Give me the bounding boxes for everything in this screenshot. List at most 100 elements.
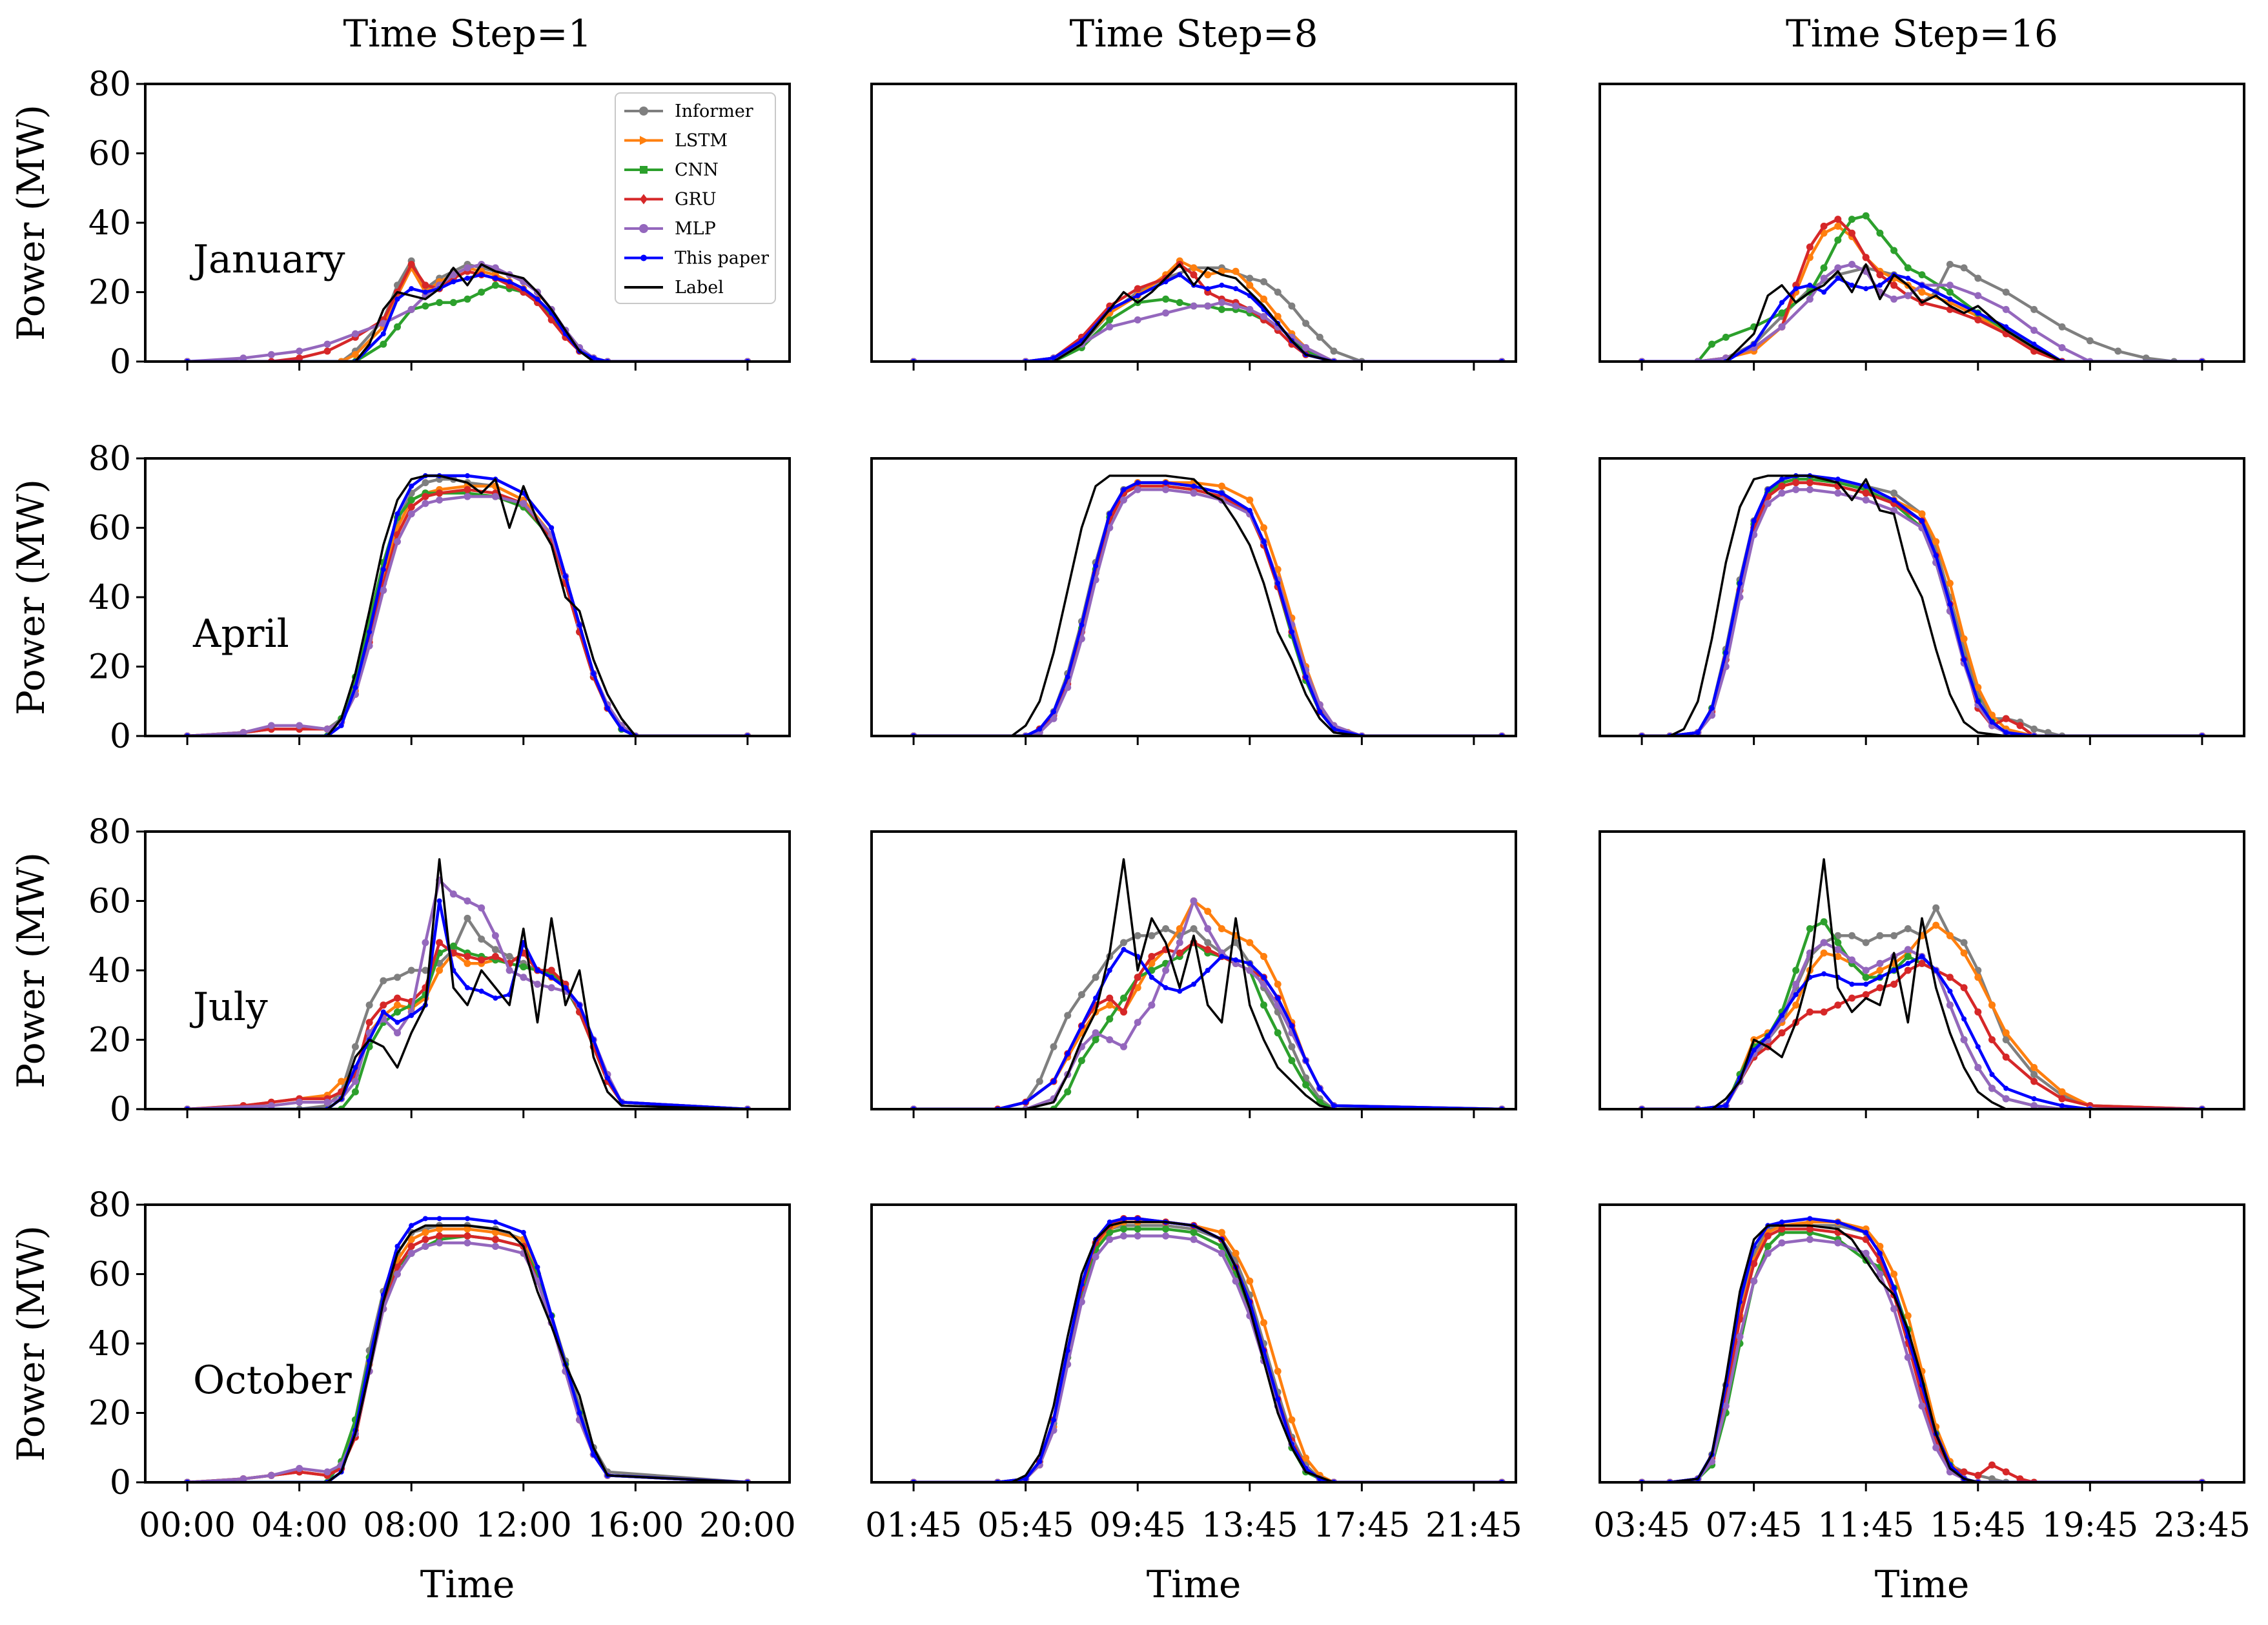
data-point — [1121, 487, 1127, 493]
legend-label: Informer — [675, 101, 753, 121]
data-point — [1723, 1103, 1729, 1109]
data-point — [1330, 347, 1338, 355]
legend-item: This paper — [624, 249, 769, 269]
data-point — [1862, 489, 1870, 497]
data-point — [1051, 355, 1056, 361]
data-point — [1834, 222, 1842, 230]
data-point — [1275, 580, 1281, 586]
data-point — [380, 1009, 386, 1015]
data-point — [1820, 264, 1828, 272]
data-point — [2059, 1103, 2065, 1109]
data-point — [1946, 1001, 1954, 1009]
x-tick-label: 01:45 — [865, 1506, 962, 1545]
data-point — [465, 1216, 470, 1221]
month-label: April — [192, 611, 289, 657]
data-point — [1205, 968, 1211, 973]
series-line-gru — [187, 941, 748, 1109]
data-point — [436, 1216, 442, 1221]
data-point — [1219, 490, 1225, 496]
triangle-marker-icon — [640, 136, 649, 145]
y-tick-label: 80 — [88, 1186, 131, 1225]
x-tick-label: 05:45 — [977, 1506, 1074, 1545]
data-point — [1806, 243, 1813, 251]
data-point — [577, 1410, 582, 1416]
data-point — [2044, 729, 2052, 736]
data-point — [2031, 342, 2037, 347]
data-point — [1974, 1064, 1982, 1071]
data-point — [2002, 715, 2010, 722]
data-point — [2086, 337, 2094, 345]
legend-item: CNN — [624, 160, 719, 180]
data-point — [2030, 725, 2038, 733]
data-point — [1232, 939, 1240, 946]
data-point — [1106, 316, 1114, 323]
data-point — [591, 671, 597, 677]
column-title: Time Step=8 — [1070, 12, 1318, 56]
data-point — [296, 354, 303, 362]
series-line-this-paper — [914, 481, 1502, 736]
data-point — [1849, 282, 1855, 288]
data-point — [1135, 292, 1141, 298]
data-point — [409, 1012, 414, 1018]
data-point — [1176, 939, 1183, 946]
y-tick-label: 80 — [88, 813, 131, 852]
data-point — [394, 1019, 400, 1025]
data-point — [1233, 286, 1239, 292]
data-point — [1792, 479, 1800, 487]
data-point — [1162, 485, 1170, 493]
data-point — [1877, 1251, 1883, 1256]
data-point — [491, 1236, 499, 1243]
data-point — [1190, 925, 1198, 932]
data-point — [1947, 601, 1953, 607]
data-point — [1807, 282, 1813, 288]
data-point — [1960, 1468, 1968, 1476]
data-point — [407, 503, 415, 511]
data-point — [1904, 292, 1912, 300]
series-line-cnn — [914, 941, 1502, 1109]
data-point — [1261, 974, 1267, 980]
data-point — [1162, 309, 1170, 317]
data-point — [1890, 489, 1898, 497]
data-point — [380, 340, 387, 348]
data-point — [506, 953, 513, 960]
data-point — [1246, 274, 1254, 282]
data-point — [1275, 996, 1281, 1001]
data-point — [1778, 1225, 1786, 1233]
data-point — [1246, 496, 1254, 504]
subplot-october-step8: 01:45 05:45 09:45 13:45 17:45 21:45 Time — [865, 1203, 1522, 1606]
data-point — [577, 1002, 582, 1008]
series-line-cnn — [187, 945, 748, 1109]
y-axis-label: Power (MW) — [9, 1225, 53, 1462]
x-tick-label: 07:45 — [1706, 1506, 1803, 1545]
y-tick-label: 60 — [88, 509, 131, 548]
data-point — [478, 289, 485, 296]
circle-marker-icon — [640, 254, 647, 261]
data-point — [1218, 482, 1225, 490]
data-point — [1149, 974, 1154, 980]
series-line-mlp — [1642, 263, 2202, 362]
data-point — [464, 1232, 471, 1240]
subplot-april-step1: 0 20 40 60 80 Power (MW) April — [9, 440, 791, 756]
data-point — [1988, 1475, 1996, 1482]
data-point — [436, 1225, 444, 1233]
data-point — [1863, 1230, 1869, 1235]
data-point — [2016, 1475, 2024, 1482]
data-point — [1890, 507, 1898, 515]
data-point — [1162, 1232, 1170, 1240]
data-point — [1204, 925, 1212, 932]
data-point — [422, 302, 429, 310]
data-point — [2114, 347, 2122, 355]
data-point — [2030, 1064, 2038, 1071]
data-point — [1862, 254, 1870, 261]
data-point — [323, 1468, 331, 1476]
data-point — [1834, 939, 1842, 946]
data-point — [520, 1230, 526, 1235]
data-point — [464, 959, 471, 967]
data-point — [2031, 1096, 2037, 1101]
data-point — [1260, 1319, 1267, 1327]
series-line-this-paper — [1642, 1217, 2202, 1482]
data-point — [394, 974, 401, 981]
y-tick-label: 40 — [88, 952, 131, 990]
data-point — [1107, 1219, 1112, 1225]
